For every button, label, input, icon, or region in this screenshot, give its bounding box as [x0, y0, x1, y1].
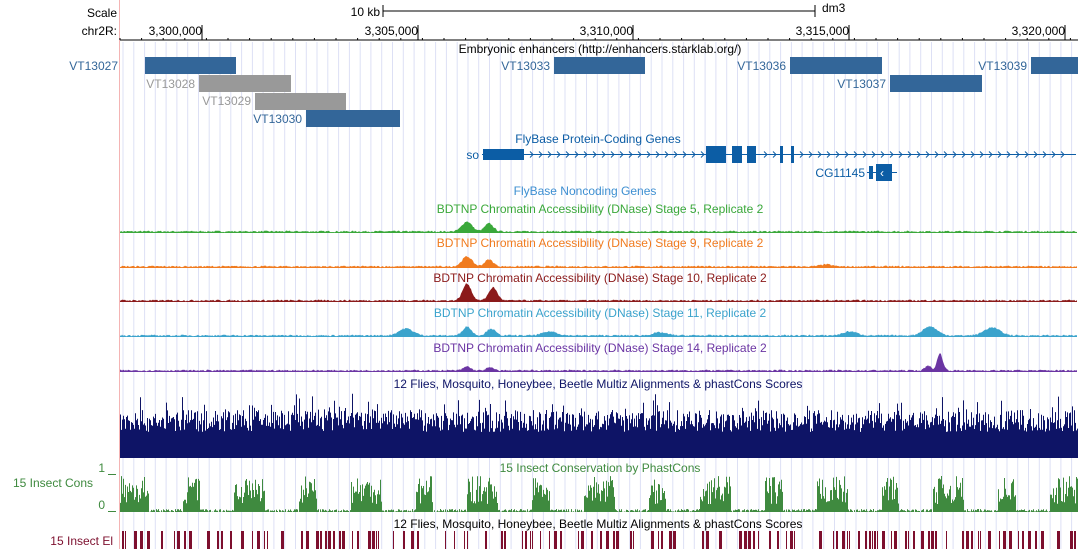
position-tick-label: 3,310,000: [580, 24, 634, 38]
scale-bar-length: 10 kb: [351, 5, 381, 19]
scale-bar: [382, 5, 816, 17]
position-tick-label: 3,300,000: [149, 24, 203, 38]
position-tick-label: 3,320,000: [1012, 24, 1066, 38]
gene-so-exon[interactable]: [780, 146, 783, 163]
protein-genes-track[interactable]: so CG11145 ‹: [466, 146, 1076, 181]
noncoding-genes-track-title: FlyBase Noncoding Genes: [514, 184, 657, 198]
position-tick-label: 3,305,000: [365, 24, 419, 38]
insect-el-track-title: 12 Flies, Mosquito, Honeybee, Beetle Mul…: [394, 517, 803, 531]
enhancer-feature[interactable]: [890, 75, 982, 92]
enhancer-label[interactable]: VT13027: [69, 59, 118, 73]
gene-so-exon[interactable]: [791, 146, 794, 163]
gene-cg11145-strand-arrow: ‹: [880, 166, 884, 180]
enhancer-label[interactable]: VT13030: [253, 112, 302, 126]
scale-label: Scale: [87, 6, 117, 20]
enhancer-feature[interactable]: [554, 57, 645, 74]
insect-cons-axis-max: 1: [98, 461, 105, 475]
dnase-stage11-signal[interactable]: [120, 326, 1077, 337]
gene-so-exon[interactable]: [747, 146, 756, 163]
dnase-stage5-signal[interactable]: [120, 221, 1077, 233]
gene-cg11145-exon[interactable]: [869, 166, 873, 179]
enhancer-label[interactable]: VT13033: [501, 59, 550, 73]
gene-so-exon[interactable]: [732, 146, 742, 163]
enhancer-label[interactable]: VT13029: [202, 94, 251, 108]
chrom-label: chr2R:: [82, 24, 117, 38]
position-ruler: 3,300,000 3,305,000 3,310,000 3,315,000 …: [119, 24, 1078, 41]
enhancer-feature[interactable]: [255, 93, 346, 110]
insect-cons-signal[interactable]: [120, 476, 1078, 512]
assembly-label: dm3: [822, 1, 846, 15]
insect-elements-signal[interactable]: [122, 531, 1076, 549]
gene-strand-arrows: [529, 151, 1065, 158]
dnase-stage9-title: BDTNP Chromatin Accessibility (DNase) St…: [437, 236, 764, 250]
insect-cons-track-title: 15 Insect Conservation by PhastCons: [500, 461, 701, 475]
insect-cons-side-label[interactable]: 15 Insect Cons: [13, 476, 93, 490]
gene-label-cg11145[interactable]: CG11145: [815, 166, 865, 180]
enhancer-label[interactable]: VT13037: [837, 77, 886, 91]
insect-cons-axis-min: 0: [98, 498, 105, 512]
ruler-ticks: [119, 25, 1071, 40]
gene-cg11145-exon[interactable]: [876, 164, 892, 181]
dnase-stage14-title: BDTNP Chromatin Accessibility (DNase) St…: [433, 341, 767, 355]
multiz-track-title: 12 Flies, Mosquito, Honeybee, Beetle Mul…: [394, 377, 803, 391]
insect-el-side-label[interactable]: 15 Insect El: [50, 534, 113, 548]
gene-so-exon[interactable]: [706, 146, 726, 163]
enhancer-label[interactable]: VT13039: [978, 59, 1027, 73]
enhancer-label[interactable]: VT13036: [737, 59, 786, 73]
gene-label-so[interactable]: so: [466, 148, 479, 162]
dnase-stage5-title: BDTNP Chromatin Accessibility (DNase) St…: [437, 202, 764, 216]
dnase-stage10-title: BDTNP Chromatin Accessibility (DNase) St…: [433, 271, 767, 285]
dnase-stage11-title: BDTNP Chromatin Accessibility (DNase) St…: [434, 306, 767, 320]
protein-genes-track-title: FlyBase Protein-Coding Genes: [515, 132, 680, 146]
dnase-stage9-signal[interactable]: [120, 255, 1077, 268]
enhancers-track[interactable]: VT13027 VT13028 VT13029 VT13030 VT13033 …: [69, 57, 1078, 127]
position-tick-label: 3,315,000: [796, 24, 850, 38]
guide-lines: [122, 42, 1073, 549]
enhancer-feature[interactable]: [790, 57, 882, 74]
enhancer-feature[interactable]: [306, 110, 400, 127]
enhancer-feature[interactable]: [199, 75, 291, 92]
enhancer-label[interactable]: VT13028: [146, 77, 195, 91]
multiz-conservation-signal[interactable]: [120, 393, 1078, 458]
strand-arrow-glyphs: [529, 151, 1065, 158]
enhancer-feature[interactable]: [145, 57, 236, 74]
enhancer-feature[interactable]: [1031, 57, 1078, 74]
gene-so-exon[interactable]: [483, 149, 524, 160]
enhancers-track-title: Embryonic enhancers (http://enhancers.st…: [459, 42, 742, 56]
